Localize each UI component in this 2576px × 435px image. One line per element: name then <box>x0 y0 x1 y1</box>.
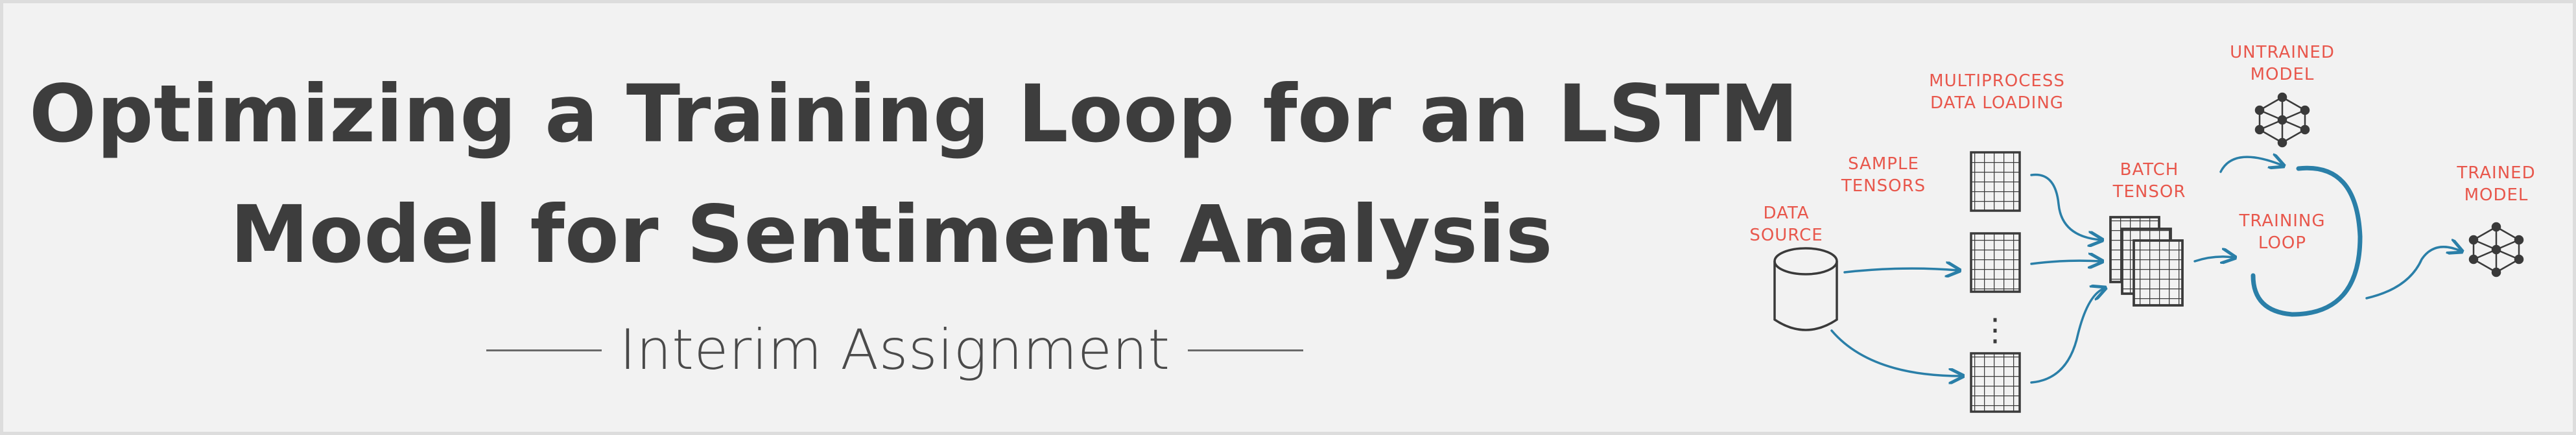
batch-tensor-stack <box>2109 216 2184 307</box>
untrained-model-icon <box>2254 92 2310 148</box>
label-batch-tensor: BATCH TENSOR <box>2112 160 2186 202</box>
arrow-source-to-bottom <box>1830 329 1961 376</box>
label-trained-model-line2: MODEL <box>2464 185 2529 205</box>
label-data-source: DATA SOURCE <box>1749 204 1823 245</box>
label-sample-tensors-line2: TENSORS <box>1841 176 1926 196</box>
label-training-loop-line2: LOOP <box>2258 233 2306 253</box>
subtitle-rule-left <box>486 349 602 351</box>
page-title: Optimizing a Training Loop for an LSTM M… <box>29 54 1799 295</box>
sample-tensor-grid-middle <box>1970 232 2021 293</box>
database-icon <box>1773 247 1838 331</box>
title-line-1: Optimizing a Training Loop for an LSTM <box>29 68 1799 160</box>
training-pipeline-diagram: DATA SOURCE SAMPLE TENSORS MULTIPROCESS … <box>1749 43 2535 413</box>
label-untrained-model-line2: MODEL <box>2251 65 2315 84</box>
arrow-model-into-loop <box>2219 157 2282 173</box>
subtitle: Interim Assignment <box>619 318 1170 382</box>
pipeline-arrows <box>1830 157 2461 384</box>
title-line-2: Model for Sentiment Analysis <box>230 189 1554 281</box>
label-untrained-model-line1: UNTRAINED <box>2230 43 2335 62</box>
trained-model-icon <box>2468 222 2524 277</box>
label-multiprocess-line2: DATA LOADING <box>1930 93 2064 113</box>
label-data-source-line1: DATA <box>1764 204 1810 223</box>
ellipsis: ⋮ <box>1979 312 2011 348</box>
label-trained-model: TRAINED MODEL <box>2456 163 2535 205</box>
subtitle-rule-right <box>1187 349 1303 351</box>
label-data-source-line2: SOURCE <box>1749 226 1823 245</box>
arrow-source-to-middle <box>1843 268 1958 272</box>
sample-tensor-grid-bottom <box>1970 352 2021 413</box>
arrow-batch-to-loop <box>2193 257 2234 261</box>
arrow-bottom-to-batch <box>2030 288 2104 384</box>
label-multiprocess-line1: MULTIPROCESS <box>1929 71 2065 91</box>
label-sample-tensors: SAMPLE TENSORS <box>1841 154 1926 196</box>
label-training-loop-line1: TRAINING <box>2238 211 2325 231</box>
training-loop-arc <box>2251 165 2363 317</box>
label-trained-model-line1: TRAINED <box>2456 163 2535 183</box>
arrow-middle-to-batch <box>2030 261 2101 264</box>
subtitle-row: Interim Assignment <box>486 314 1303 386</box>
label-batch-tensor-line2: TENSOR <box>2112 182 2186 202</box>
label-training-loop: TRAINING LOOP <box>2238 211 2325 253</box>
label-batch-tensor-line1: BATCH <box>2120 160 2179 180</box>
label-multiprocess: MULTIPROCESS DATA LOADING <box>1929 71 2065 113</box>
arrow-loop-to-trained <box>2365 247 2461 300</box>
arrow-top-to-batch <box>2030 173 2101 240</box>
sample-tensor-grid-top <box>1970 151 2021 212</box>
label-untrained-model: UNTRAINED MODEL <box>2230 43 2335 84</box>
label-sample-tensors-line1: SAMPLE <box>1848 154 1919 174</box>
